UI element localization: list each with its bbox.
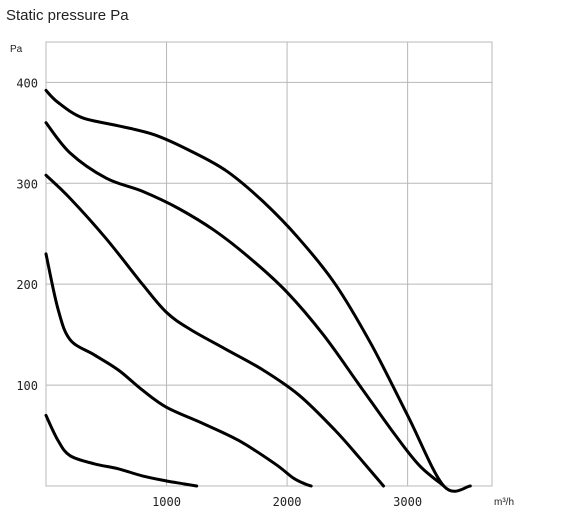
series-line-4 <box>44 252 313 488</box>
y-axis-label: Pa <box>10 44 23 55</box>
series-line-1 <box>44 88 472 493</box>
series-line-3 <box>44 173 385 488</box>
x-tick-label: 3000 <box>393 495 422 509</box>
x-tick-label: 1000 <box>152 495 181 509</box>
y-tick-label: 200 <box>16 278 38 292</box>
plot-frame <box>45 41 493 487</box>
series-line-5 <box>44 413 199 488</box>
grid <box>45 41 493 487</box>
tick-labels: 1000 2000 3000 100 200 300 400 <box>16 76 422 509</box>
y-tick-label: 100 <box>16 379 38 393</box>
series-lines <box>44 88 472 493</box>
x-axis-label: m³/h <box>494 497 514 508</box>
y-tick-label: 400 <box>16 76 38 90</box>
x-tick-label: 2000 <box>273 495 302 509</box>
series-line-2 <box>44 121 446 488</box>
y-tick-label: 300 <box>16 177 38 191</box>
chart-title: Static pressure Pa <box>6 7 129 24</box>
